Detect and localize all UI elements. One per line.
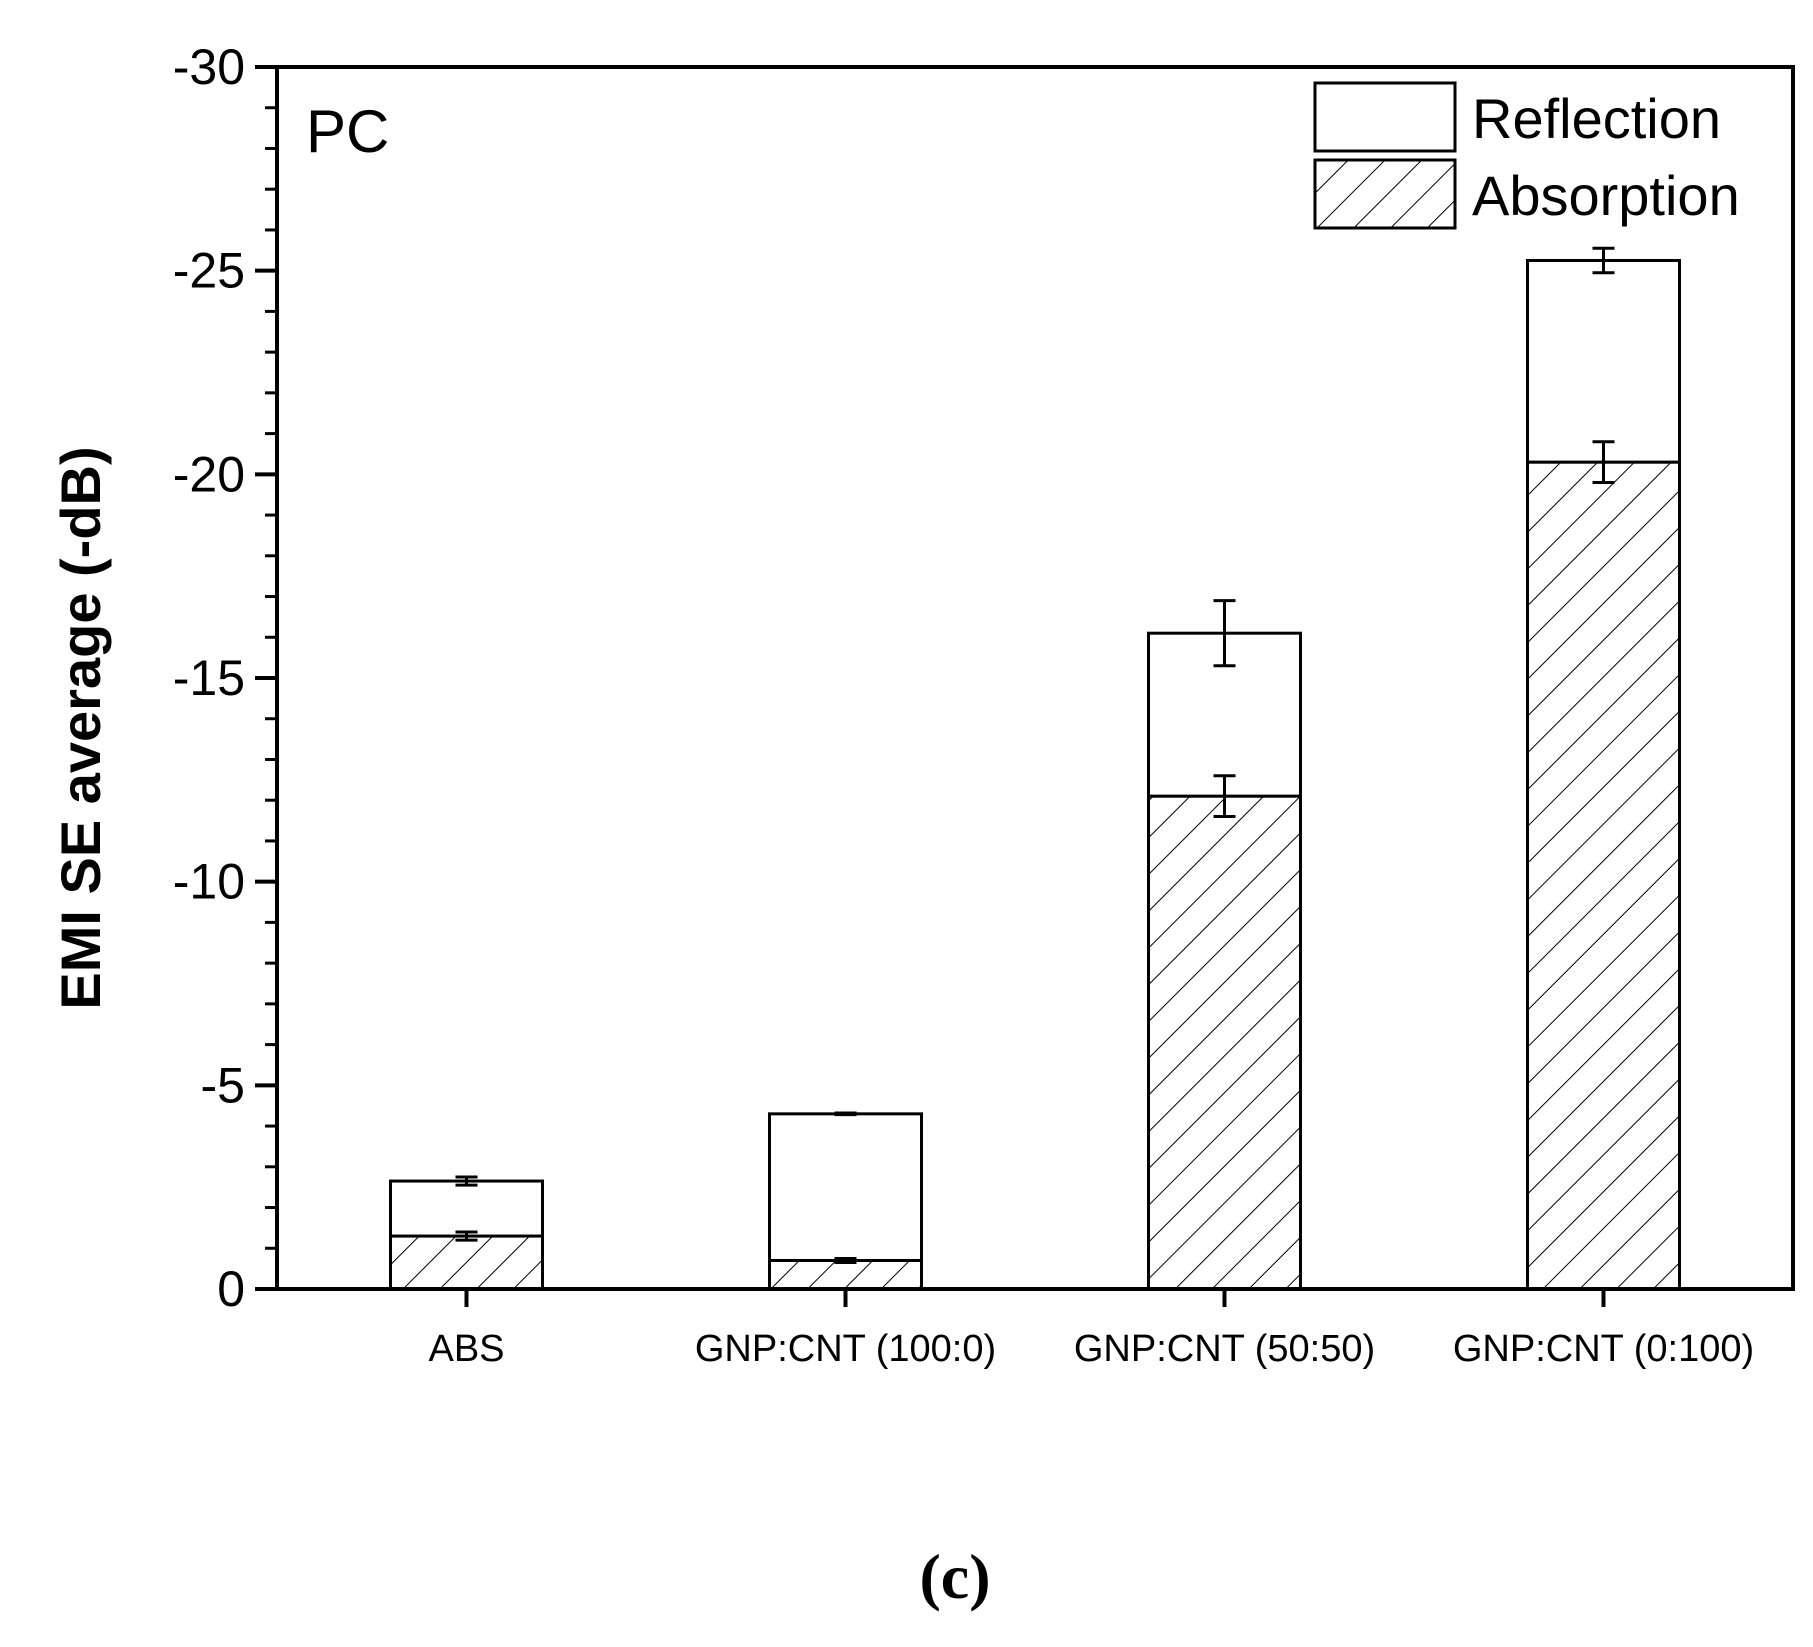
y-tick-label: -15 <box>173 650 245 706</box>
x-tick-label-gnp-cnt-100-0: GNP:CNT (100:0) <box>695 1328 996 1370</box>
x-axis: ABS GNP:CNT (100:0) GNP:CNT (50:50) GNP:CNT… <box>428 1289 1754 1370</box>
figure-caption: (c) <box>919 1541 990 1612</box>
y-axis: 0 -5 -10 -15 -20 -25 -30 <box>173 39 277 1317</box>
y-tick-label: -25 <box>173 243 245 299</box>
bar-absorption-gnp-cnt-100-0 <box>768 1258 923 1291</box>
legend-swatch-absorption <box>1313 158 1457 230</box>
x-tick-label-abs: ABS <box>428 1328 504 1370</box>
legend-swatch-reflection <box>1313 81 1457 153</box>
bar-absorption-abs <box>389 1234 544 1291</box>
y-axis-label: EMI SE average (-dB) <box>49 446 112 1009</box>
bar-reflection-gnp-cnt-100-0 <box>768 1112 923 1262</box>
error-bars-layer <box>455 246 1615 1265</box>
bar-reflection-abs <box>389 1179 544 1238</box>
x-tick-label-gnp-cnt-0-100: GNP:CNT (0:100) <box>1453 1328 1754 1370</box>
bar-absorption-gnp-cnt-0-100 <box>1526 460 1681 1291</box>
legend: Reflection Absorption <box>1313 81 1740 230</box>
panel-label: PC <box>306 98 389 165</box>
bar-absorption-gnp-cnt-50-50 <box>1147 794 1302 1291</box>
bar-reflection-gnp-cnt-0-100 <box>1526 258 1681 464</box>
y-tick-label: -30 <box>173 39 245 95</box>
y-tick-label: -10 <box>173 854 245 910</box>
legend-label-absorption: Absorption <box>1472 164 1740 227</box>
bars-layer <box>389 258 1681 1291</box>
y-tick-label: 0 <box>217 1261 245 1317</box>
x-tick-label-gnp-cnt-50-50: GNP:CNT (50:50) <box>1074 1328 1375 1370</box>
y-tick-label: -5 <box>201 1057 245 1113</box>
legend-label-reflection: Reflection <box>1472 87 1721 150</box>
y-tick-label: -20 <box>173 446 245 502</box>
